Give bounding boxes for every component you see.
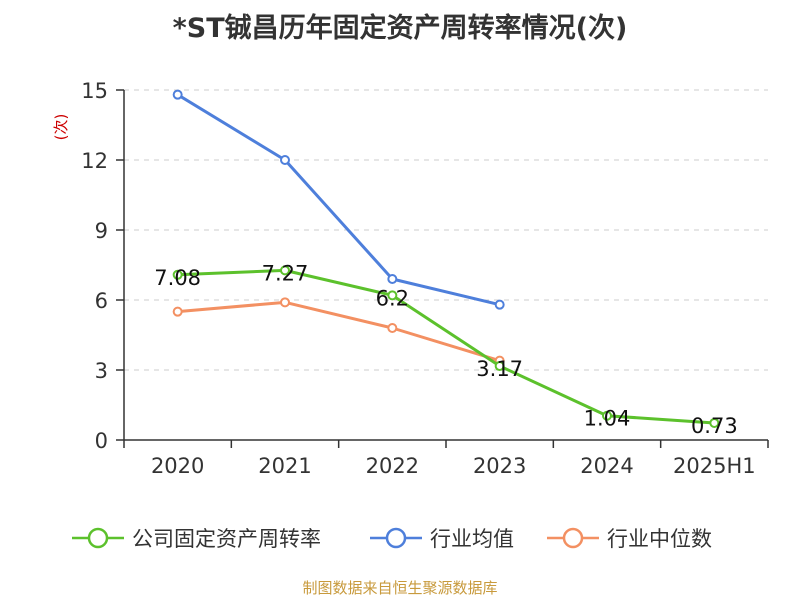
legend-marker-icon: [72, 527, 124, 549]
data-point-turnover: [602, 410, 612, 421]
data-point-industry_median: [387, 323, 398, 333]
data-label: 7.08: [154, 266, 201, 290]
chart-title: *ST铖昌历年固定资产周转率情况(次): [172, 13, 628, 44]
data-point-industry_avg: [172, 89, 183, 100]
source-note: 制图数据来自恒生聚源数据库: [302, 579, 498, 597]
data-point-turnover: [387, 290, 398, 301]
data-point-industry_median: [172, 306, 183, 317]
legend-marker-icon: [547, 527, 599, 549]
data-label: 1.04: [584, 407, 631, 431]
y-tick-label: 12: [81, 149, 108, 173]
legend-label: 行业中位数: [607, 527, 712, 551]
axes: [116, 89, 769, 448]
data-labels: 7.08 7.27 6.2 3.17 1.04 0.73: [154, 261, 737, 438]
legend: 公司固定资产周转率 行业均值 行业中位数: [0, 518, 800, 558]
series-layer: [172, 89, 720, 428]
y-tick-label: 0: [95, 429, 108, 453]
data-point-turnover: [494, 361, 505, 372]
data-label: 0.73: [691, 414, 738, 438]
x-tick-label: 2021: [258, 454, 311, 478]
y-tick-label: 9: [95, 219, 108, 243]
y-tick-label: 6: [95, 289, 108, 313]
legend-marker-icon: [370, 527, 422, 549]
legend-item-industry-median[interactable]: 行业中位数: [547, 518, 712, 558]
data-label: 7.27: [262, 261, 309, 285]
series-line-industry_median: [177, 300, 501, 363]
legend-label: 公司固定资产周转率: [132, 527, 321, 551]
data-point-turnover: [172, 269, 183, 280]
gridlines: [124, 89, 768, 371]
tick-labels: 0 3 6 9 12 15 2020 2021 2022 2023 2024 2025H1: [81, 79, 755, 478]
data-point-industry_avg: [280, 155, 290, 165]
y-axis-unit-label: (次): [52, 114, 70, 141]
x-tick-label: 2024: [580, 454, 633, 478]
series-line-industry_avg: [176, 93, 501, 307]
data-point-turnover: [280, 265, 290, 276]
y-tick-label: 15: [81, 79, 108, 103]
legend-item-industry-average[interactable]: 行业均值: [370, 518, 514, 558]
x-tick-label: 2020: [151, 454, 204, 478]
data-label: 3.17: [476, 357, 523, 381]
x-tick-label: 2022: [366, 454, 419, 478]
data-label: 6.2: [376, 286, 409, 310]
legend-label: 行业均值: [430, 527, 514, 551]
x-tick-label: 2023: [473, 454, 526, 478]
x-tick-label: 2025H1: [673, 454, 756, 478]
data-point-industry_avg: [494, 299, 505, 310]
legend-item-turnover[interactable]: 公司固定资产周转率: [72, 518, 321, 558]
data-point-turnover: [709, 417, 720, 428]
y-tick-label: 3: [95, 359, 108, 383]
data-point-industry_median: [280, 297, 290, 308]
data-point-industry_avg: [387, 274, 398, 284]
series-line-turnover: [177, 268, 715, 425]
